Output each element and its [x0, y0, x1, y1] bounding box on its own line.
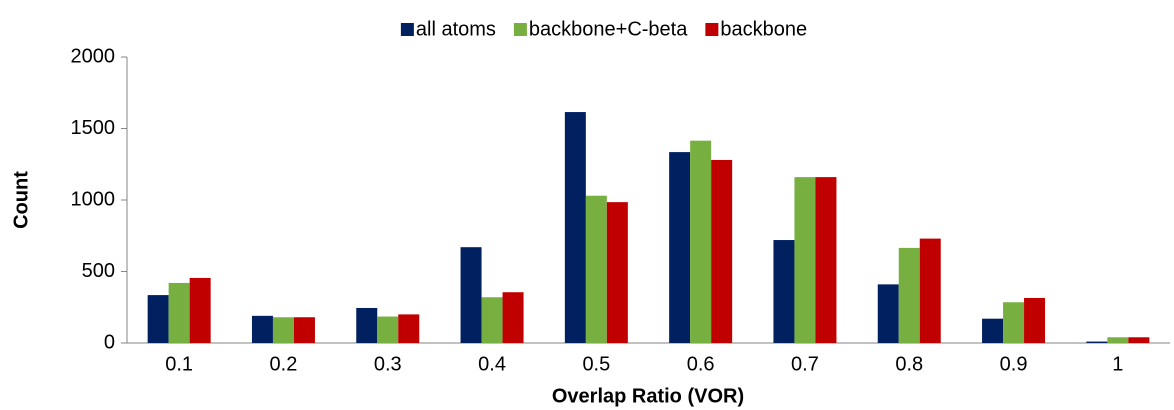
x-tick-label: 0.1 — [165, 353, 193, 375]
bar — [356, 307, 378, 343]
legend-swatch — [513, 23, 527, 36]
bar — [585, 195, 607, 343]
x-tick-label: 1 — [1112, 353, 1123, 375]
bar — [877, 284, 899, 343]
y-tick-label: 500 — [82, 260, 115, 282]
bar — [377, 316, 399, 343]
x-tick-label: 0.7 — [791, 353, 819, 375]
bar — [773, 240, 795, 343]
x-tick-label: 0.3 — [374, 353, 402, 375]
bar — [690, 140, 712, 343]
x-tick-label: 0.4 — [478, 353, 506, 375]
bar — [669, 152, 691, 343]
y-axis-title: Count — [10, 171, 32, 229]
legend-swatch — [705, 23, 719, 36]
x-tick-label: 0.2 — [270, 353, 298, 375]
bar — [251, 315, 273, 343]
x-tick-label: 0.8 — [895, 353, 923, 375]
bar — [564, 112, 586, 344]
bar — [898, 247, 920, 343]
bar — [502, 292, 524, 343]
x-tick-label: 0.9 — [1000, 353, 1028, 375]
x-axis-title: Overlap Ratio (VOR) — [552, 385, 744, 407]
bar — [606, 202, 628, 343]
bar — [460, 247, 482, 343]
bar — [1024, 297, 1046, 343]
bar — [147, 295, 169, 343]
x-tick-label: 0.5 — [582, 353, 610, 375]
bar — [1128, 337, 1150, 343]
y-tick-label: 0 — [104, 331, 115, 353]
bar — [481, 297, 503, 343]
bar — [815, 177, 837, 343]
y-tick-label: 2000 — [71, 45, 116, 67]
bar — [398, 314, 420, 343]
bar — [1086, 341, 1108, 343]
bar — [189, 277, 211, 343]
bar — [919, 238, 941, 343]
x-tick-label: 0.6 — [687, 353, 715, 375]
legend-label: backbone+C-beta — [529, 18, 688, 40]
bar — [293, 317, 315, 343]
legend-swatch — [400, 23, 414, 36]
y-tick-label: 1000 — [71, 188, 116, 210]
bar — [982, 318, 1004, 343]
bar — [1003, 302, 1025, 343]
bar — [1107, 337, 1129, 343]
bar — [711, 159, 733, 343]
y-tick-label: 1500 — [71, 117, 116, 139]
legend-label: backbone — [720, 18, 807, 40]
bar — [794, 177, 816, 343]
bar — [168, 282, 190, 343]
bar — [272, 317, 294, 343]
legend-label: all atoms — [416, 18, 496, 40]
